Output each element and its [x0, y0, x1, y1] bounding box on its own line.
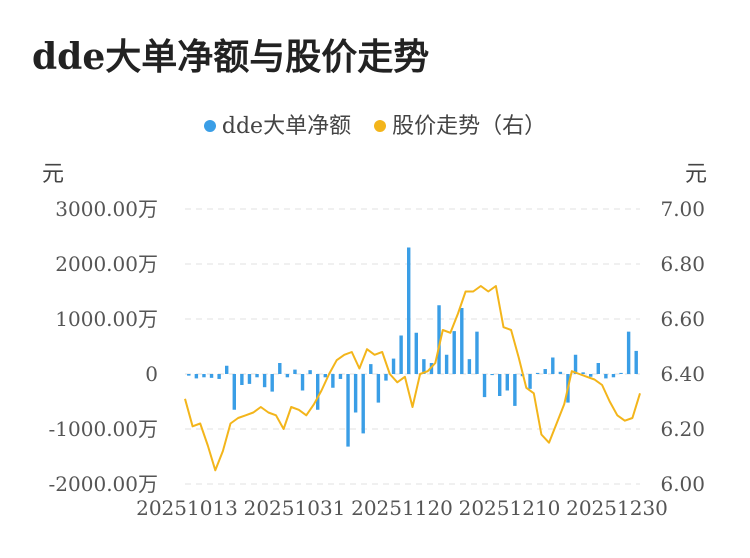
- bar: [369, 364, 373, 374]
- bar: [452, 331, 456, 374]
- legend-label-price: 股价走势（右）: [392, 114, 547, 139]
- bar: [619, 372, 623, 374]
- bar: [482, 374, 487, 398]
- bar: [391, 358, 396, 374]
- bar: [338, 374, 343, 379]
- y-left-tick-label: 3000.00万: [55, 197, 158, 221]
- x-tick-label: 20251120: [351, 496, 453, 520]
- bar: [262, 374, 267, 388]
- bar: [414, 332, 418, 374]
- bar: [589, 374, 593, 377]
- bar: [270, 374, 274, 392]
- chart-title: dde大单净额与股价走势: [32, 36, 430, 78]
- bar: [232, 374, 236, 410]
- y-right-tick-label: 6.20: [660, 417, 705, 441]
- bar: [376, 374, 381, 403]
- legend-item-dde[interactable]: dde大单净额: [203, 108, 352, 140]
- bar: [384, 374, 388, 381]
- bar: [323, 374, 327, 378]
- y-left-tick-label: 1000.00万: [55, 307, 158, 331]
- x-tick-label: 20251031: [244, 496, 346, 520]
- bar: [293, 369, 297, 374]
- bar: [437, 305, 441, 374]
- bar: [316, 374, 320, 410]
- bar: [194, 374, 199, 379]
- bar: [626, 331, 631, 374]
- bar: [573, 354, 578, 374]
- bar: [225, 365, 229, 374]
- bar: [558, 371, 563, 374]
- bar: [604, 374, 608, 379]
- bar: [247, 374, 252, 384]
- bar: [551, 357, 555, 374]
- bar: [240, 374, 244, 385]
- y-left-tick-label: -2000.00万: [49, 472, 158, 496]
- bar: [255, 374, 259, 378]
- legend-marker-price: [374, 120, 387, 132]
- bar: [467, 359, 472, 374]
- bar: [543, 369, 547, 374]
- bar: [581, 372, 585, 374]
- bar: [202, 374, 206, 378]
- bar: [634, 350, 638, 374]
- bar: [308, 370, 312, 374]
- bar: [596, 363, 600, 374]
- bar: [611, 374, 616, 378]
- bar: [460, 308, 464, 374]
- y-right-tick-label: 7.00: [660, 197, 705, 221]
- legend-marker-dde: [203, 120, 216, 132]
- bar: [331, 374, 335, 388]
- bar: [187, 374, 191, 376]
- bar: [217, 374, 221, 379]
- bar: [513, 374, 517, 406]
- bar: [422, 359, 426, 374]
- bar: [505, 374, 509, 391]
- bar: [444, 354, 449, 374]
- bar: [209, 374, 214, 378]
- bar: [535, 372, 540, 374]
- x-tick-label: 20251210: [459, 496, 561, 520]
- y-left-tick-label: -1000.00万: [49, 417, 158, 441]
- y-right-tick-label: 6.00: [660, 472, 705, 496]
- y-right-tick-label: 6.80: [660, 252, 705, 276]
- y-right-tick-label: 6.60: [660, 307, 705, 331]
- right-axis-unit: 元: [685, 162, 708, 187]
- y-left-tick-label: 0: [145, 362, 158, 386]
- bar: [353, 374, 358, 413]
- bar: [498, 374, 502, 396]
- bar: [399, 335, 403, 374]
- bar: [407, 247, 411, 374]
- y-right-tick-label: 6.40: [660, 362, 705, 386]
- legend-label-dde: dde大单净额: [221, 114, 352, 139]
- bar: [278, 363, 282, 374]
- bar: [300, 374, 305, 391]
- price-line: [184, 285, 641, 472]
- bar: [490, 374, 494, 376]
- y-left-tick-label: 2000.00万: [55, 252, 158, 276]
- bar: [528, 374, 532, 389]
- bar: [346, 374, 350, 447]
- bar: [475, 331, 479, 374]
- x-tick-label: 20251230: [566, 496, 668, 520]
- bar: [361, 374, 365, 434]
- x-tick-label: 20251013: [136, 496, 238, 520]
- legend: dde大单净额 股价走势（右）: [0, 108, 750, 140]
- legend-item-price[interactable]: 股价走势（右）: [374, 108, 546, 140]
- left-axis-unit: 元: [42, 162, 65, 187]
- bar: [285, 374, 290, 378]
